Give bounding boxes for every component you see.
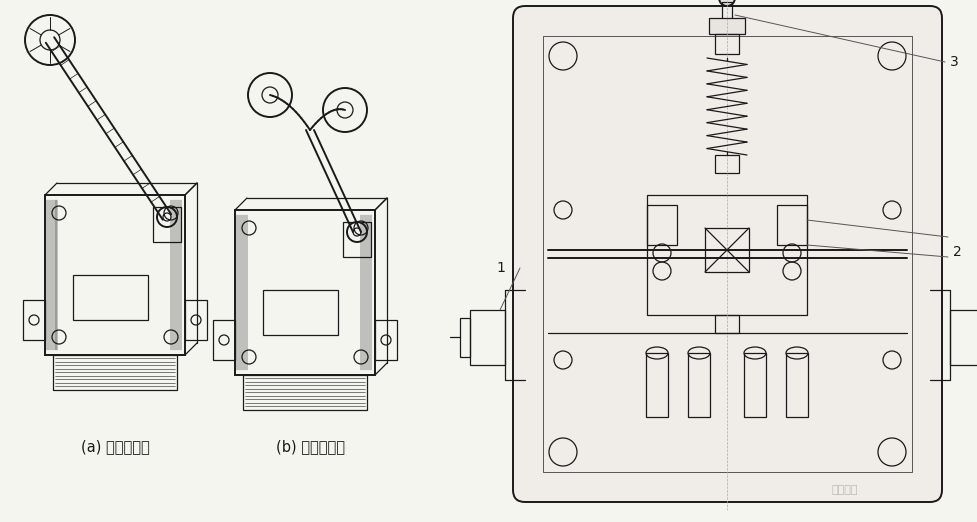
Bar <box>459 318 470 357</box>
Bar <box>949 310 977 365</box>
Bar <box>714 155 739 173</box>
FancyBboxPatch shape <box>513 6 941 502</box>
Bar <box>73 275 148 320</box>
Bar <box>786 353 807 417</box>
Text: 电工之家: 电工之家 <box>830 485 858 495</box>
Bar <box>152 207 181 242</box>
Text: 1: 1 <box>495 261 504 275</box>
Bar <box>45 195 185 355</box>
Bar <box>234 210 374 375</box>
Bar <box>646 353 667 417</box>
Bar <box>687 353 709 417</box>
Bar <box>343 222 370 257</box>
Bar <box>714 315 739 333</box>
Bar <box>708 18 744 34</box>
Text: (b) 双轮旋转式: (b) 双轮旋转式 <box>276 440 344 455</box>
Text: 2: 2 <box>952 245 960 259</box>
Bar <box>714 34 739 54</box>
Bar <box>242 375 366 410</box>
Bar <box>647 195 806 315</box>
Bar <box>53 355 177 390</box>
Bar <box>704 228 748 272</box>
Bar <box>647 205 676 245</box>
Text: (a) 单轮旋转式: (a) 单轮旋转式 <box>80 440 149 455</box>
Bar <box>263 290 338 335</box>
Circle shape <box>718 0 735 6</box>
Bar <box>470 310 504 365</box>
Bar <box>743 353 765 417</box>
Bar <box>542 36 912 472</box>
Text: 3: 3 <box>949 55 957 69</box>
Bar <box>776 205 806 245</box>
